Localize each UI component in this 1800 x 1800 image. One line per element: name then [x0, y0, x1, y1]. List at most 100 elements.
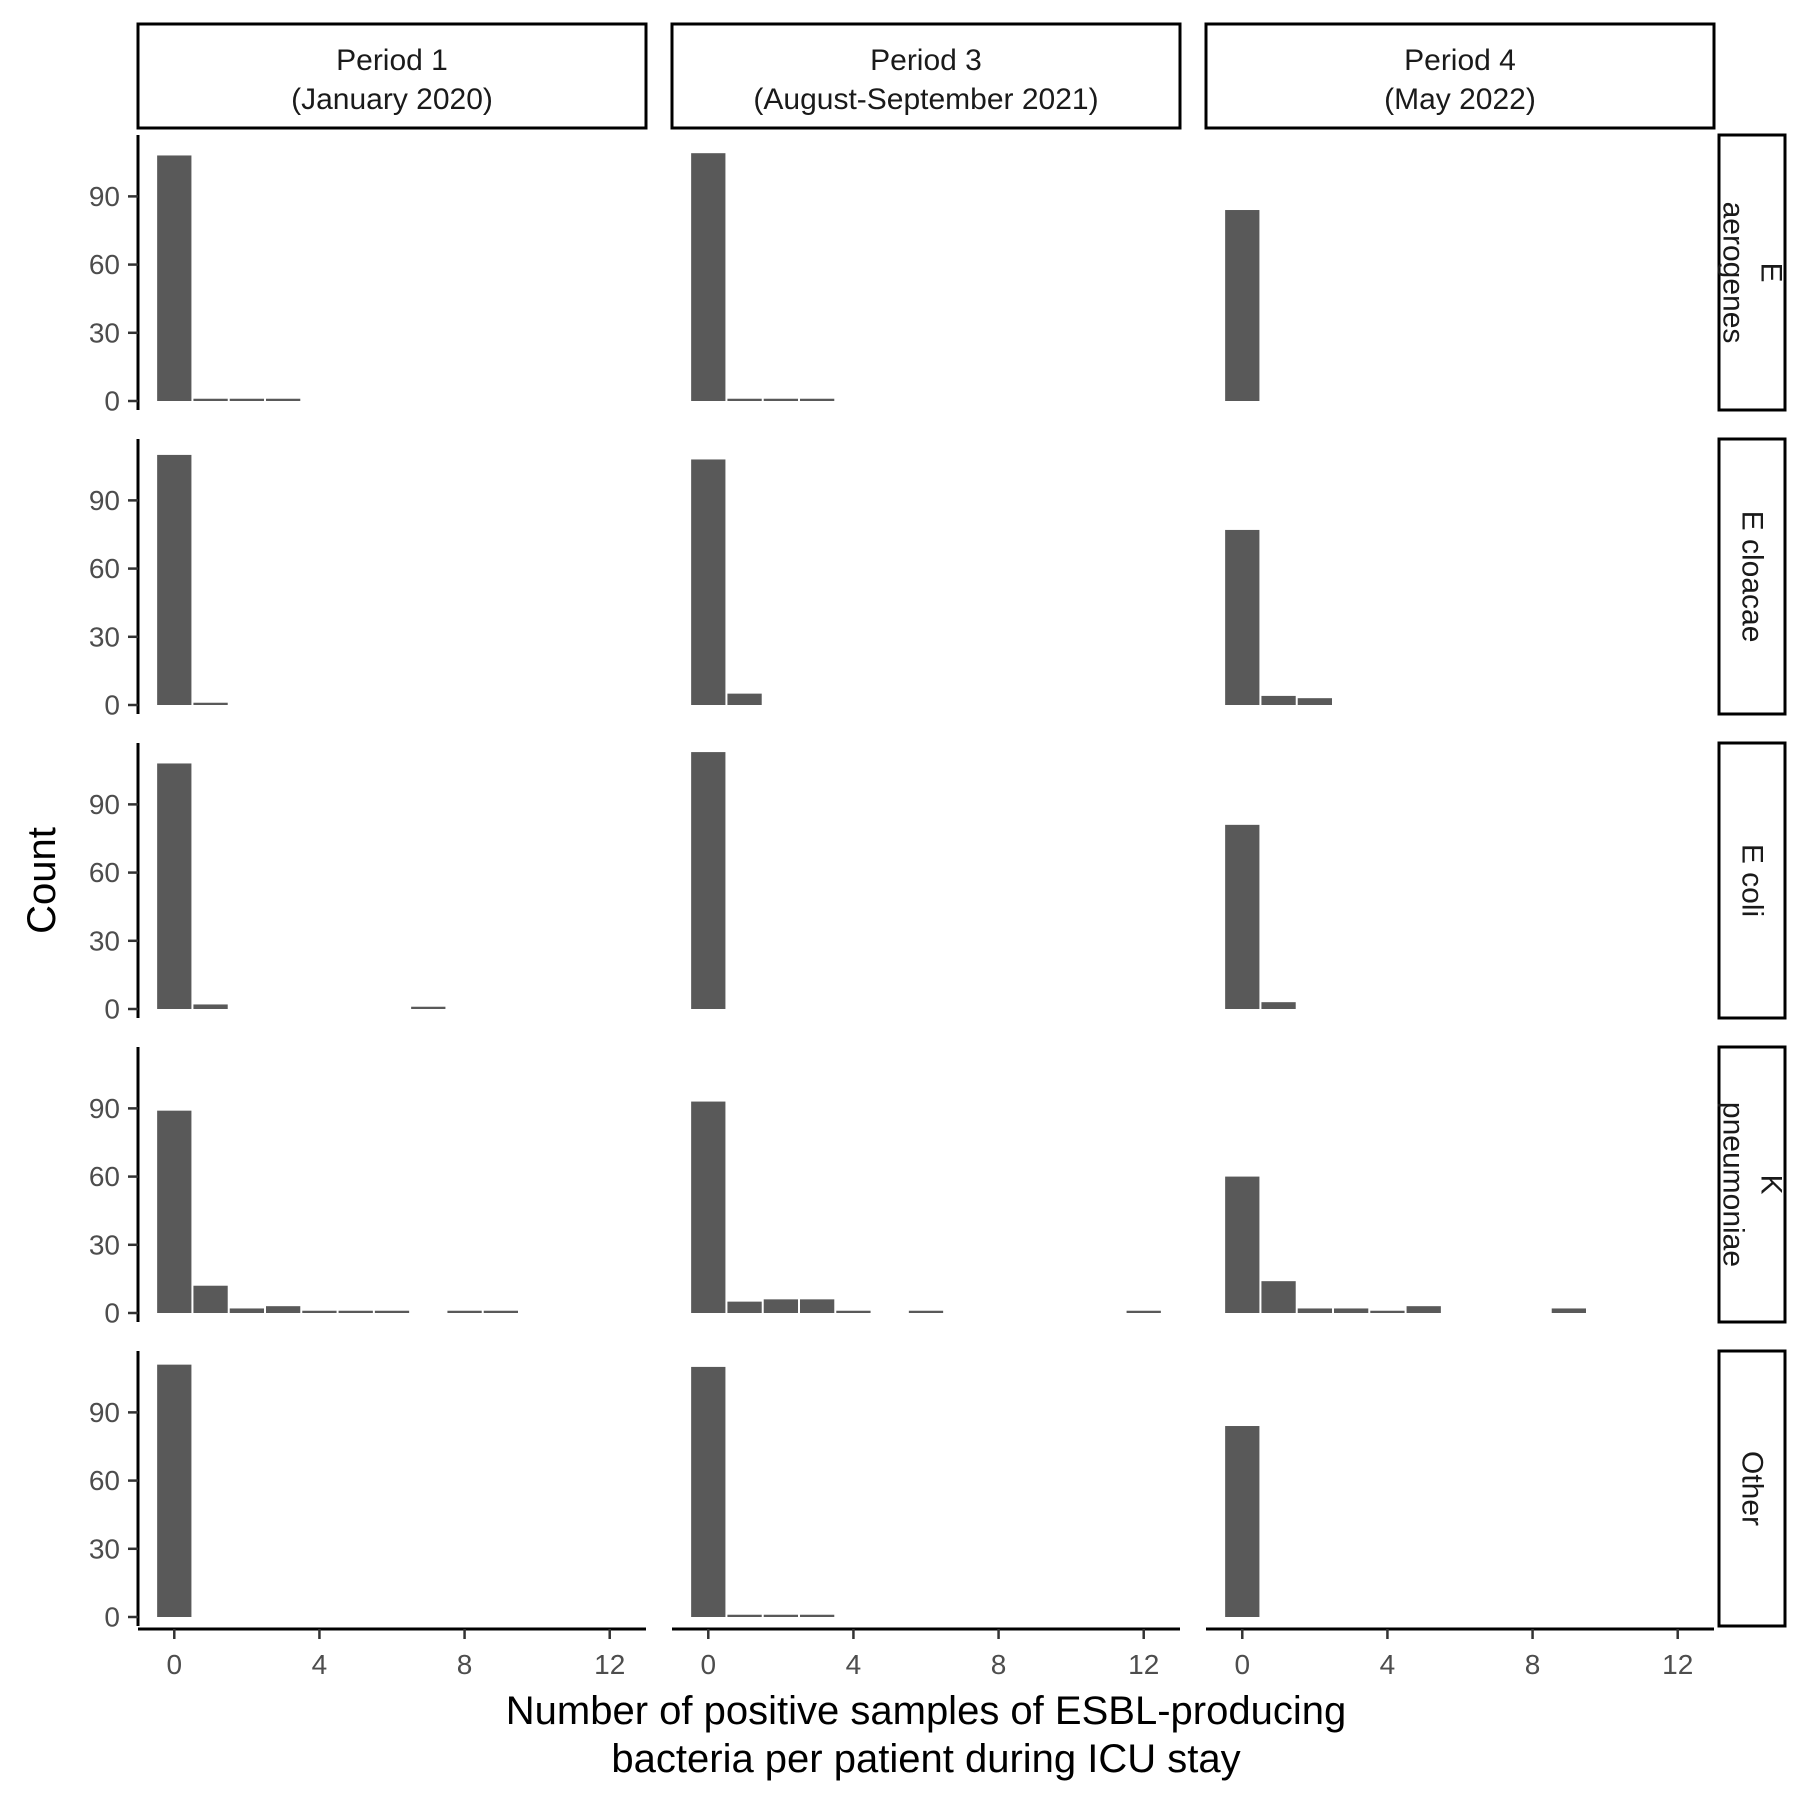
histogram-bar — [157, 155, 192, 401]
histogram-bar — [157, 454, 192, 705]
histogram-bar — [691, 1366, 726, 1617]
y-tick-label: 90 — [89, 485, 120, 516]
histogram-bar — [483, 1310, 518, 1313]
x-tick-label: 4 — [846, 1649, 862, 1680]
x-tick-label: 8 — [991, 1649, 1007, 1680]
histogram-bar — [836, 1310, 871, 1313]
histogram-bar — [193, 1004, 228, 1009]
histogram-bar — [1225, 1426, 1260, 1617]
y-tick-label: 0 — [104, 1298, 120, 1329]
column-strip-1 — [136, 22, 648, 130]
column-strip-label: Period 3 — [870, 44, 982, 77]
y-axis-title: Count — [20, 827, 64, 934]
histogram-bar — [193, 702, 228, 705]
y-tick-label: 30 — [89, 925, 120, 956]
histogram-bar — [374, 1310, 410, 1313]
y-tick-label: 60 — [89, 249, 120, 280]
y-tick-label: 90 — [89, 1397, 120, 1428]
histogram-bar — [1297, 698, 1332, 705]
histogram-bar — [691, 459, 726, 705]
histogram-bar — [229, 1308, 264, 1313]
histogram-bar — [1225, 210, 1260, 401]
histogram-bar — [727, 1301, 762, 1313]
row-strip-label: K — [1755, 1174, 1788, 1194]
x-tick-label: 12 — [1128, 1649, 1159, 1680]
y-tick-label: 0 — [104, 386, 120, 417]
histogram-bar — [1261, 1281, 1296, 1313]
histogram-bar — [411, 1006, 446, 1009]
histogram-bar — [800, 1299, 835, 1313]
row-strip-5 — [1717, 1349, 1787, 1628]
histogram-bar — [266, 398, 301, 401]
x-tick-label: 4 — [312, 1649, 328, 1680]
row-strip-label: E coli — [1736, 844, 1769, 917]
histogram-bar — [1261, 1002, 1296, 1009]
row-strip-label: E — [1755, 262, 1788, 282]
histogram-bar — [1225, 824, 1260, 1009]
histogram-bar — [1261, 695, 1296, 705]
x-tick-label: 4 — [1380, 1649, 1396, 1680]
x-tick-label: 0 — [700, 1649, 716, 1680]
row-strip-label: aerogenes — [1717, 202, 1750, 344]
y-tick-label: 90 — [89, 181, 120, 212]
y-tick-label: 0 — [104, 1602, 120, 1633]
histogram-bar — [1297, 1308, 1332, 1313]
histogram-bar — [763, 398, 798, 401]
column-strip-label: (January 2020) — [291, 83, 493, 116]
histogram-bar — [1370, 1310, 1405, 1313]
histogram-bar — [302, 1310, 337, 1313]
histogram-bar — [1334, 1308, 1369, 1313]
histogram-bar — [908, 1310, 944, 1313]
histogram-bar — [800, 1614, 835, 1617]
column-strip-2 — [670, 22, 1182, 130]
histogram-bar — [1225, 1176, 1260, 1313]
row-strip-label: pneumoniae — [1717, 1102, 1750, 1267]
y-tick-label: 30 — [89, 621, 120, 652]
histogram-bar — [763, 1299, 798, 1313]
column-strip-label: Period 4 — [1404, 44, 1516, 77]
histogram-bar — [727, 1614, 762, 1617]
histogram-bar — [727, 398, 762, 401]
y-tick-label: 0 — [104, 690, 120, 721]
x-axis-title: Number of positive samples of ESBL-produ… — [506, 1689, 1346, 1733]
row-strip-2 — [1717, 437, 1787, 716]
x-axis-title: bacteria per patient during ICU stay — [611, 1737, 1240, 1781]
x-tick-label: 8 — [457, 1649, 473, 1680]
x-tick-label: 0 — [1234, 1649, 1250, 1680]
row-strip-4 — [1717, 1045, 1787, 1324]
column-strip-label: Period 1 — [336, 44, 448, 77]
histogram-bar — [800, 398, 835, 401]
column-strip-label: (May 2022) — [1384, 83, 1536, 116]
column-strip-label: (August-September 2021) — [753, 83, 1098, 116]
histogram-bar — [1126, 1310, 1161, 1313]
row-strip-label: E cloacae — [1736, 511, 1769, 643]
histogram-bar — [1406, 1306, 1441, 1313]
y-tick-label: 0 — [104, 994, 120, 1025]
histogram-bar — [338, 1310, 373, 1313]
y-tick-label: 60 — [89, 1465, 120, 1496]
histogram-bar — [157, 763, 192, 1009]
histogram-bar — [691, 1101, 726, 1313]
histogram-bar — [229, 398, 264, 401]
histogram-bar — [157, 1110, 192, 1313]
y-tick-label: 90 — [89, 789, 120, 820]
histogram-bar — [1225, 529, 1260, 705]
histogram-bar — [763, 1614, 798, 1617]
row-strip-3 — [1717, 741, 1787, 1020]
histogram-bar — [157, 1364, 192, 1617]
histogram-bar — [447, 1310, 482, 1313]
y-tick-label: 60 — [89, 553, 120, 584]
row-strip-label: Other — [1736, 1451, 1769, 1526]
histogram-bar — [266, 1306, 301, 1313]
y-tick-label: 60 — [89, 1161, 120, 1192]
x-tick-label: 8 — [1525, 1649, 1541, 1680]
histogram-bar — [193, 1285, 228, 1313]
y-tick-label: 60 — [89, 857, 120, 888]
histogram-bar — [727, 693, 762, 705]
histogram-bar — [1551, 1308, 1586, 1313]
histogram-bar — [691, 153, 726, 401]
histogram-bar — [691, 752, 726, 1009]
x-tick-label: 12 — [594, 1649, 625, 1680]
column-strip-3 — [1204, 22, 1716, 130]
